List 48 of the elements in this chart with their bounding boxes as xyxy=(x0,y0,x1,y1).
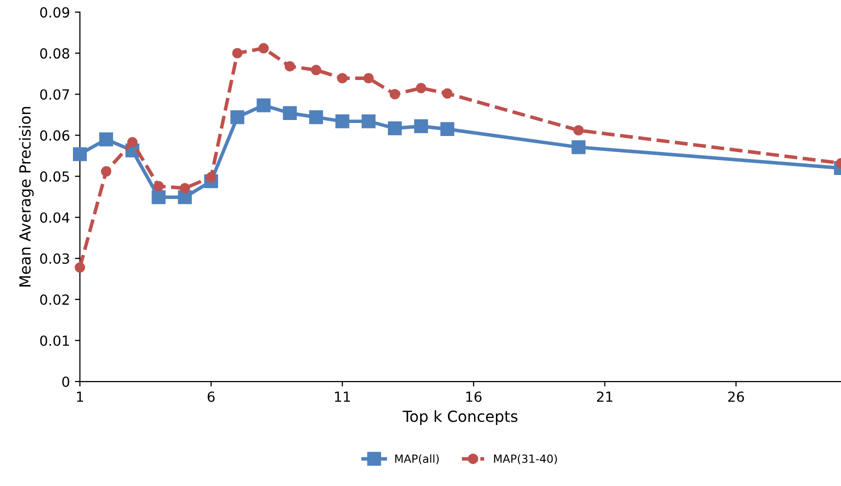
point xyxy=(414,119,428,134)
point xyxy=(74,262,86,273)
y-tick-label: 0.06 xyxy=(40,130,70,141)
point xyxy=(388,121,402,136)
y-tick-label: 0.08 xyxy=(40,48,70,59)
x-tick-label: 6 xyxy=(208,391,215,402)
y-axis-title: Mean Average Precision xyxy=(18,107,34,286)
point xyxy=(153,180,164,192)
point xyxy=(284,61,296,72)
x-tick-label: 1 xyxy=(77,392,84,402)
point xyxy=(337,73,348,84)
point xyxy=(390,89,400,100)
y-tick-label: 0.04 xyxy=(40,212,70,223)
point xyxy=(152,190,166,204)
y-tick-label: 0 xyxy=(62,376,70,387)
point xyxy=(363,73,374,84)
point xyxy=(416,82,426,94)
point xyxy=(362,114,376,128)
point xyxy=(72,147,87,162)
y-tick-label: 0.09 xyxy=(40,7,70,18)
y-tick-label: 0.02 xyxy=(40,294,69,305)
point xyxy=(99,132,114,146)
point xyxy=(232,48,243,58)
x-axis-title: Top k Concepts xyxy=(402,410,518,426)
point xyxy=(442,88,453,99)
y-tick-label: 0.03 xyxy=(40,253,70,264)
point xyxy=(309,110,324,124)
point xyxy=(230,110,244,124)
point xyxy=(258,43,269,54)
point xyxy=(335,114,350,128)
point xyxy=(256,98,271,112)
x-tick-label: 16 xyxy=(466,391,482,402)
point xyxy=(573,125,584,136)
x-tick-label: 11 xyxy=(335,392,350,402)
point xyxy=(127,137,138,148)
y-tick-label: 0.07 xyxy=(40,89,69,100)
x-tick-label: 26 xyxy=(728,391,744,402)
y-tick-label: 0.01 xyxy=(40,335,69,346)
x-tick-label: 21 xyxy=(596,391,612,402)
point xyxy=(572,140,586,154)
point xyxy=(440,122,454,136)
point xyxy=(282,106,297,120)
point xyxy=(100,166,112,177)
point xyxy=(180,183,190,194)
legend-label: MAP(all) xyxy=(395,454,439,464)
legend-label: MAP(31-40) xyxy=(494,454,557,464)
y-tick-label: 0.05 xyxy=(40,171,69,182)
point xyxy=(310,64,322,76)
